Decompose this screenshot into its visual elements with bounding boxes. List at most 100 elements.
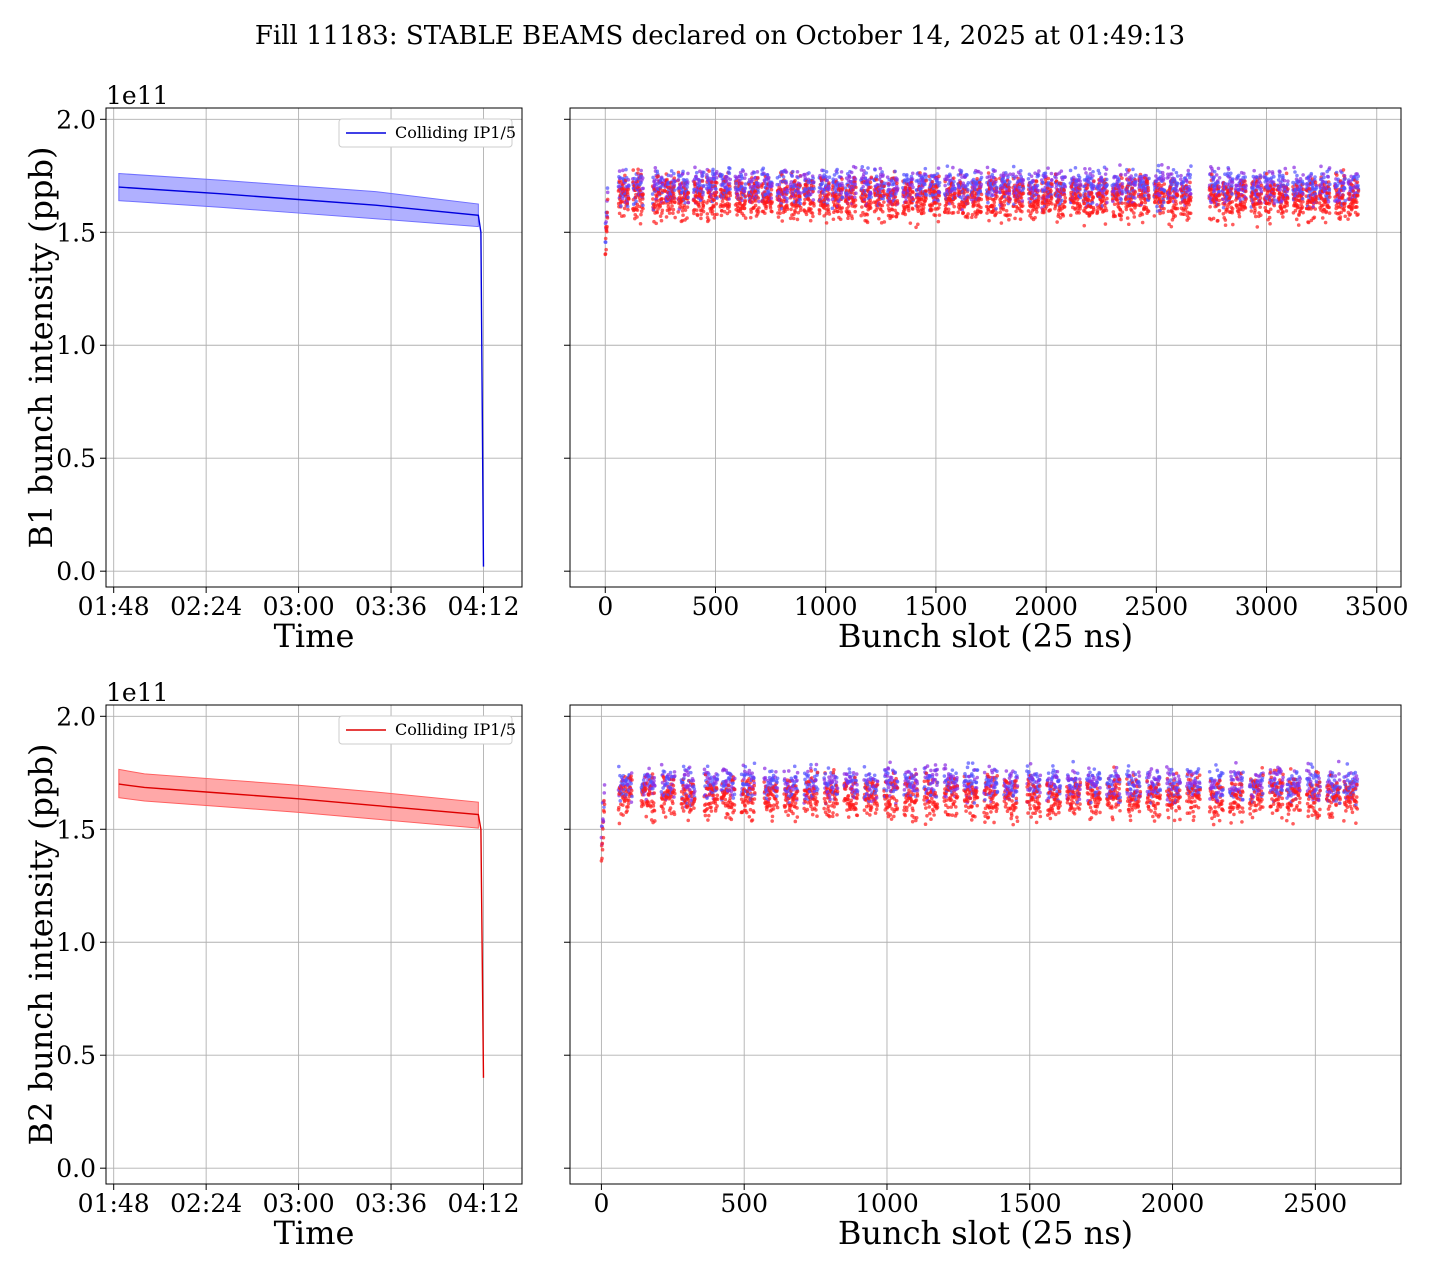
scatter-point-lower: [1078, 193, 1083, 197]
scatter-point-lower: [659, 218, 664, 223]
scatter-point-upper: [1217, 185, 1222, 189]
scatter-point-lower: [1313, 207, 1318, 211]
scatter-point-upper: [878, 166, 883, 171]
scatter-point-lower: [605, 216, 610, 220]
scatter-point-upper: [1226, 167, 1231, 172]
scatter-point-lower: [670, 204, 674, 208]
scatter-point-lower: [979, 209, 983, 214]
scatter-point-upper: [1236, 173, 1241, 178]
x-tick-label: 2500: [1125, 592, 1189, 621]
scatter-point-lower: [979, 192, 984, 197]
scatter-point-upper: [741, 169, 746, 173]
scatter-point-lower: [660, 196, 664, 201]
scatter-point-upper: [728, 187, 732, 191]
scatter-point-lower: [1284, 171, 1289, 176]
scatter-point-upper: [1091, 169, 1095, 174]
scatter-point-upper: [905, 172, 909, 177]
scatter-point-upper: [882, 181, 887, 185]
scatter-point-upper: [1078, 179, 1082, 183]
scatter-point-lower: [1216, 218, 1220, 223]
scatter-point-lower: [979, 197, 984, 202]
scatter-point-lower: [1342, 208, 1346, 213]
scatter-point-lower: [780, 219, 785, 223]
x-tick-label: 02:24: [170, 592, 242, 621]
scatter-point-lower: [798, 205, 803, 210]
scatter-point-upper: [1160, 163, 1164, 167]
scatter-point-upper: [824, 175, 828, 179]
scatter-point-upper: [923, 166, 928, 171]
scatter-point-upper: [625, 204, 630, 209]
scatter-point-lower: [970, 212, 975, 217]
scatter-point-lower: [683, 208, 688, 212]
scatter-point-lower: [1237, 211, 1241, 216]
scatter-point-upper: [641, 186, 645, 191]
scatter-point-lower: [701, 209, 706, 214]
scatter-point-lower: [1048, 208, 1053, 212]
scatter-point-upper: [1322, 175, 1326, 180]
scatter-point-lower: [1187, 202, 1191, 207]
scatter-point-upper: [979, 182, 984, 187]
scatter-point-lower: [1244, 189, 1248, 194]
scatter-point-upper: [1343, 177, 1347, 181]
scatter-point-upper: [1188, 173, 1193, 177]
scatter-point-upper: [835, 171, 839, 175]
scatter-point-upper: [767, 175, 771, 180]
scatter-point-lower: [1294, 217, 1299, 222]
scatter-point-lower: [1266, 210, 1271, 215]
scatter-point-lower: [635, 215, 639, 219]
scatter-point-upper: [874, 174, 879, 179]
scatter-point-lower: [998, 210, 1003, 215]
scatter-point-upper: [639, 180, 643, 185]
scatter-point-lower: [965, 215, 970, 220]
scatter-point-upper: [840, 196, 845, 200]
scatter-point-lower: [676, 210, 681, 214]
scatter-point-upper: [811, 176, 815, 180]
x-axis-label: Time: [274, 617, 355, 655]
scatter-point-lower: [1259, 201, 1263, 206]
scatter-point-upper: [835, 167, 839, 172]
scatter-point-lower: [1132, 211, 1136, 215]
scatter-point-lower: [840, 206, 845, 210]
scatter-point-lower: [895, 211, 900, 216]
scatter-point-upper: [1313, 175, 1317, 179]
scatter-point-upper: [795, 169, 800, 174]
scatter-point-lower: [995, 194, 999, 199]
scatter-point-lower: [1018, 217, 1023, 221]
scatter-point-upper: [784, 181, 789, 186]
scatter-point-lower: [1042, 210, 1046, 215]
scatter-point-lower: [605, 197, 610, 202]
scatter-point-upper: [1104, 167, 1109, 172]
scatter-point-upper: [685, 180, 690, 184]
scatter-point-lower: [1327, 191, 1332, 196]
scatter-point-upper: [1188, 187, 1192, 192]
scatter-point-upper: [1105, 183, 1109, 187]
scatter-point-lower: [1008, 213, 1012, 217]
scatter-point-lower: [633, 195, 638, 200]
scatter-point-lower: [869, 185, 873, 190]
scatter-point-upper: [715, 196, 719, 200]
scatter-point-lower: [930, 179, 935, 184]
scatter-point-upper: [994, 207, 998, 211]
scatter-point-lower: [735, 213, 739, 217]
scatter-point-lower: [1103, 222, 1108, 226]
scatter-point-lower: [937, 213, 942, 217]
scatter-point-upper: [1326, 199, 1331, 204]
scatter-point-upper: [791, 169, 795, 174]
scatter-point-upper: [811, 198, 816, 202]
x-tick-label: 03:00: [263, 592, 335, 621]
scatter-point-upper: [1217, 189, 1221, 194]
scatter-point-upper: [866, 166, 870, 170]
scatter-point-lower: [929, 208, 934, 212]
scatter-point-upper: [698, 183, 703, 188]
scatter-point-upper: [1259, 189, 1264, 194]
scatter-point-lower: [914, 225, 918, 230]
bunch-scatter-points: [603, 163, 1361, 257]
scatter-point-lower: [992, 203, 996, 208]
scatter-point-lower: [1092, 179, 1096, 183]
scatter-point-lower: [712, 216, 717, 220]
scatter-point-lower: [922, 202, 927, 207]
scatter-point-upper: [1036, 173, 1041, 178]
scatter-point-lower: [924, 197, 928, 201]
scatter-point-lower: [714, 201, 719, 206]
scatter-point-upper: [1272, 201, 1277, 205]
